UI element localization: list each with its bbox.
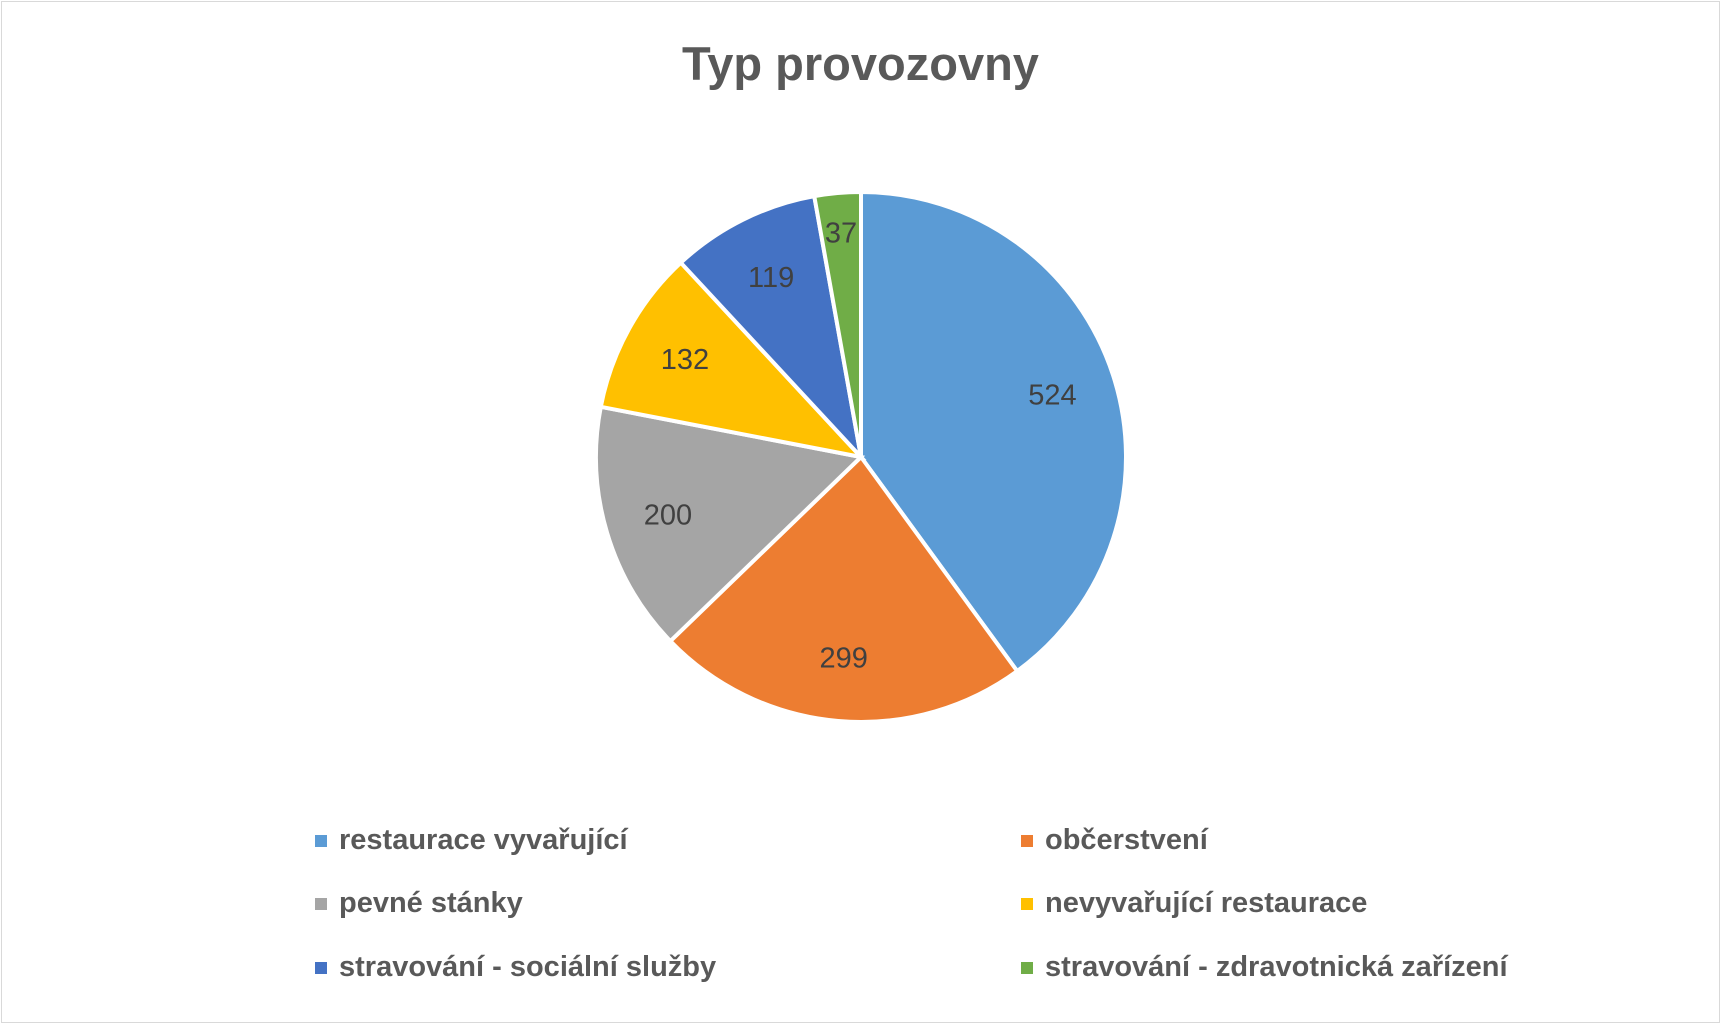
legend-label: stravování - sociální služby [339,951,717,983]
legend-item: pevné stánky [315,887,523,920]
legend-label: občerstvení [1045,824,1208,856]
legend-swatch [315,834,327,847]
pie-slice-4 [677,193,865,464]
data-label-4: 119 [748,262,794,294]
data-label-0: 524 [1028,380,1076,412]
chart-title: Typ provozovny [682,37,1039,90]
legend-swatch [315,897,327,910]
legend-item: restaurace vyvařující [315,824,628,857]
legend-swatch [1021,961,1033,974]
legend-item: stravování - sociální služby [315,951,716,984]
legend-swatch [1021,834,1033,847]
legend-swatch [315,961,327,974]
legend-item: stravování - zdravotnická zařízení [1021,951,1508,984]
pie-slice-0 [859,189,1128,674]
pie-slice-2 [594,404,866,644]
legend-swatch [1021,897,1033,910]
pie-slice-3 [598,259,867,461]
legend-item: nevyvařující restaurace [1021,887,1367,920]
data-label-1: 299 [819,643,867,675]
data-label-2: 200 [644,499,692,531]
data-label-3: 132 [661,344,709,376]
legend-label: nevyvařující restaurace [1045,887,1368,919]
legend-label: restaurace vyvařující [339,824,628,856]
legend-label: pevné stánky [339,887,523,919]
legend-item: občerstvení [1021,824,1208,857]
legend-label: stravování - zdravotnická zařízení [1045,951,1508,983]
data-label-5: 37 [825,218,857,250]
pie-slice-5 [811,189,863,458]
pie-slice-1 [667,453,1020,724]
